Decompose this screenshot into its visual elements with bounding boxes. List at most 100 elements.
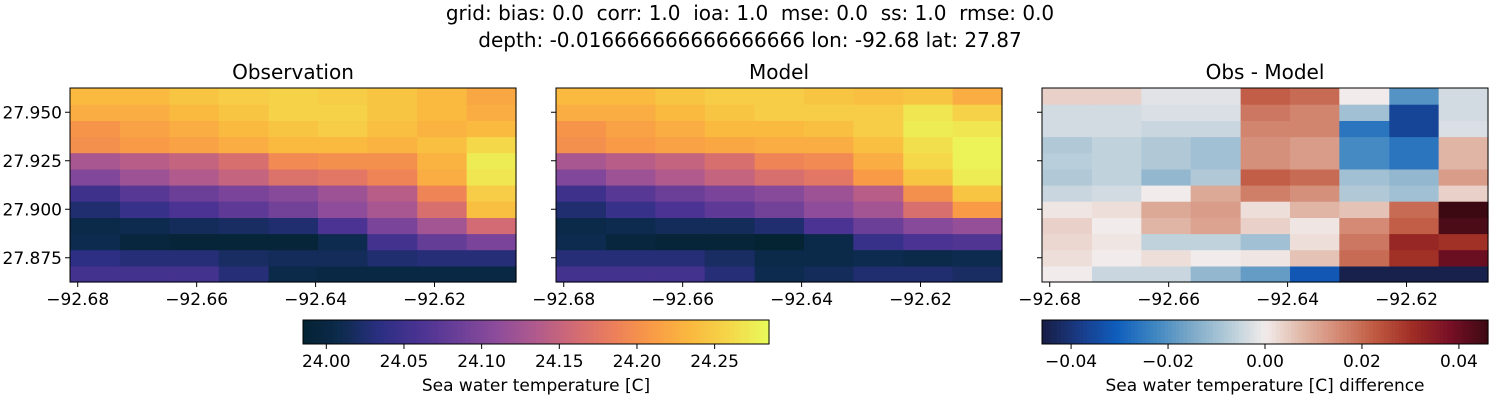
colorbar-segment [1175,320,1181,344]
colorbar-segment [702,320,708,344]
heatmap-cell [1240,88,1291,105]
colorbar-segment [493,320,498,344]
heatmap-cell [1438,201,1489,218]
heatmap-cell [853,120,904,138]
heatmap-cell [704,233,756,251]
heatmap-cell [853,217,904,235]
axes-frame [555,87,1003,283]
heatmap-cell [367,217,418,235]
colorbar-segment [737,320,743,344]
colorbar-segment [1134,320,1140,344]
colorbar-segment [1383,320,1389,344]
heatmap-panel-model: Model −92.68 −92.66 −92.64 −92.62 [532,60,1003,310]
colorbar-segment [504,320,510,344]
heatmap-cell [119,168,170,186]
colorbar-segment [1075,320,1080,344]
heatmap-cell [655,136,706,154]
colorbar-segment [609,320,615,344]
colorbar-segment [578,320,584,344]
heatmap-cell [803,120,854,138]
heatmap-cell [1190,233,1242,251]
heatmap-cell [853,233,904,251]
colorbar-segment [1101,320,1106,344]
colorbar-label: Sea water temperature [C] difference [1105,376,1424,396]
colorbar-segment [633,320,638,344]
colorbar-segment [741,320,747,344]
heatmap-cell [903,136,954,154]
heatmap-cell [169,152,220,170]
heatmap-cell [1240,152,1291,170]
heatmap-cell [1091,265,1142,283]
heatmap-cell [803,217,854,235]
heatmap-cell [803,152,854,170]
colorbar-segment [1458,320,1463,344]
heatmap-cell [605,152,656,170]
panel-title: Obs - Model [1206,60,1325,84]
heatmap-cell [1438,88,1489,105]
heatmap-cell [1289,152,1340,170]
heatmap-cell [1339,104,1390,121]
heatmap-cell [1289,265,1340,283]
heatmap-cell [903,185,954,202]
heatmap-cell [367,88,418,105]
colorbar-segment [1417,320,1422,344]
colorbar-segment [1246,320,1251,344]
colorbar-segment [1421,320,1426,344]
heatmap-cell [169,185,220,202]
colorbar-segment [656,320,661,344]
heatmap-cell [1438,185,1489,202]
heatmap-cell [268,185,319,202]
heatmap-cell [1141,136,1192,154]
heatmap-cell [218,185,270,202]
heatmap-cell [754,120,805,138]
heatmap-cell [70,265,121,283]
heatmap-cell [605,88,656,105]
heatmap-cell [1240,217,1291,235]
heatmap-cell [952,185,1003,202]
colorbar-segment [761,320,766,344]
heatmap-cell [1240,168,1291,186]
colorbar-segment [1424,320,1430,344]
heatmap-cell [119,88,170,105]
heatmap-cell [169,201,220,218]
colorbar-segment [636,320,642,344]
heatmap-cell [952,201,1003,218]
heatmap-cell [655,104,706,121]
heatmap-cell [903,168,954,186]
colorbar-segment [473,320,479,344]
colorbar-segment [1138,320,1143,344]
heatmap-cell [317,201,368,218]
heatmap-cell [466,168,517,186]
colorbar-segment [423,320,428,344]
colorbar-segment [1469,320,1474,344]
colorbar-segment [1439,320,1444,344]
heatmap-cell [853,104,904,121]
heatmap-cell [169,104,220,121]
colorbar-segment [318,320,324,344]
heatmap-cell [754,152,805,170]
colorbar-segment [1071,320,1077,344]
heatmap-cell [1289,201,1340,218]
heatmap-cell [754,185,805,202]
colorbar-segment [590,320,595,344]
colorbar-segment [1261,320,1266,344]
heatmap-cell [367,152,418,170]
colorbar-segment [753,320,758,344]
colorbar-segment [621,320,626,344]
colorbar-segment [1131,320,1136,344]
colorbar-segment [314,320,320,344]
y-tick-label: 27.900 [3,200,62,220]
colorbar-segment [1320,320,1326,344]
colorbar-segment [539,320,545,344]
colorbar-segment [679,320,685,344]
heatmap-cell [1190,136,1242,154]
colorbar-segment [345,320,351,344]
heatmap-cell [952,233,1003,251]
heatmap-cell [754,249,805,267]
y-tick-label: 27.950 [3,103,62,123]
colorbar-segment [481,320,487,344]
heatmap-cell [466,265,517,283]
heatmap-cell [1190,217,1242,235]
colorbar-segment [477,320,483,344]
heatmap-cell [704,217,756,235]
